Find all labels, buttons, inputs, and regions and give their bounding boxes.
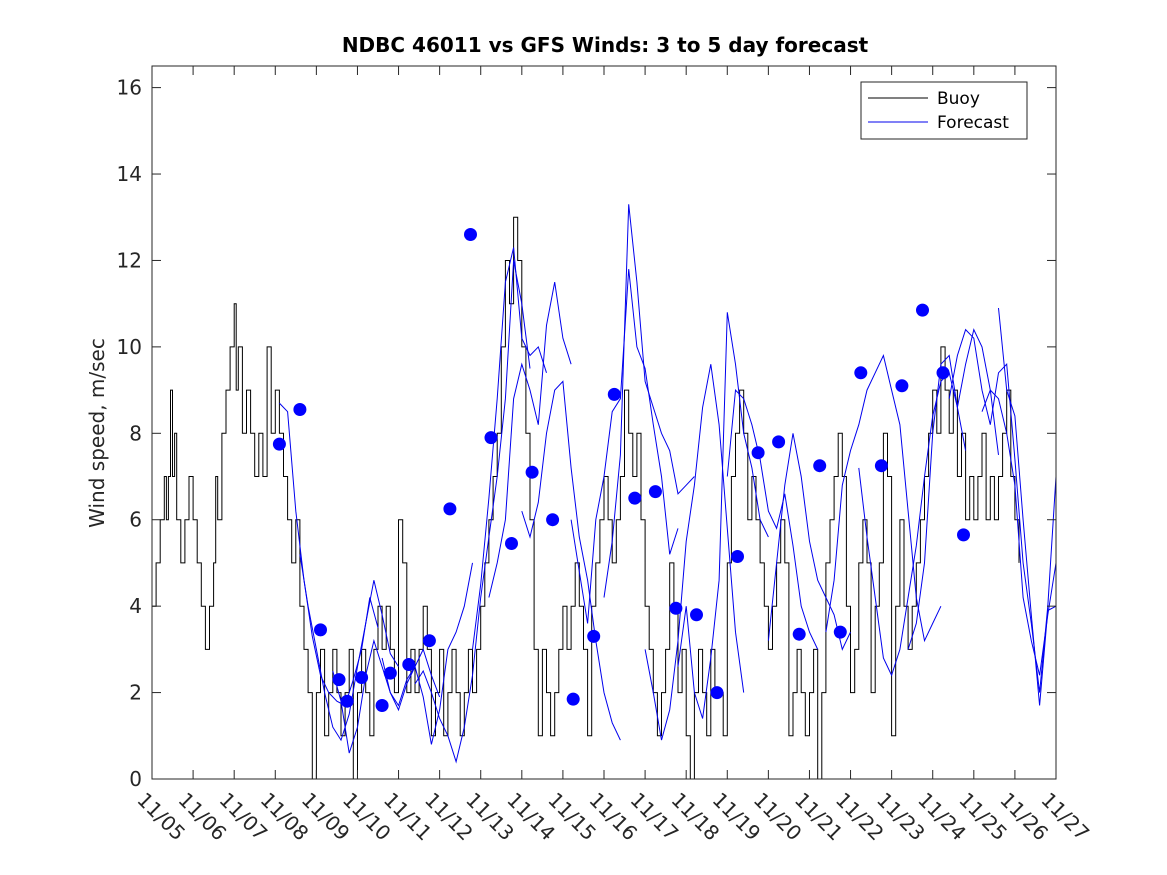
forecast-marker xyxy=(833,625,847,639)
forecast-line xyxy=(825,353,942,643)
forecast-marker xyxy=(690,608,703,622)
forecast-marker xyxy=(505,537,518,550)
forecast-marker xyxy=(355,671,369,684)
forecast-marker xyxy=(772,435,786,449)
forecast-marker xyxy=(895,379,909,393)
forecast-line xyxy=(472,247,547,650)
forecast-line xyxy=(521,380,621,741)
forecast-line xyxy=(332,638,441,754)
forecast-marker xyxy=(874,459,888,473)
forecast-marker xyxy=(293,403,307,416)
y-tick-label: 6 xyxy=(129,508,142,532)
forecast-marker xyxy=(669,601,683,615)
y-axis-ticks: 0 2 4 6 8 10 12 14 16 xyxy=(117,76,1056,791)
forecast-marker xyxy=(731,550,744,563)
forecast-marker xyxy=(402,658,416,671)
forecast-marker xyxy=(340,694,354,708)
forecast-series xyxy=(279,204,1057,764)
forecast-marker xyxy=(813,459,827,473)
forecast-line xyxy=(998,307,1057,706)
forecast-marker xyxy=(957,528,970,542)
forecast-marker xyxy=(332,673,346,687)
forecast-markers xyxy=(272,228,970,712)
y-tick-label: 0 xyxy=(129,767,142,791)
forecast-marker xyxy=(936,366,950,380)
forecast-marker xyxy=(792,627,806,641)
forecast-line xyxy=(414,260,531,764)
forecast-line xyxy=(981,389,1057,676)
forecast-line xyxy=(488,282,572,598)
y-axis-label: Wind speed, m/sec xyxy=(85,338,109,528)
forecast-marker xyxy=(607,387,621,401)
forecast-line xyxy=(948,328,1057,693)
forecast-marker xyxy=(422,634,436,648)
forecast-line xyxy=(603,204,695,598)
forecast-marker xyxy=(464,228,477,241)
forecast-marker xyxy=(443,502,457,516)
forecast-line xyxy=(299,554,399,742)
y-tick-label: 4 xyxy=(129,594,142,618)
legend-box xyxy=(860,81,1028,140)
forecast-line xyxy=(381,562,473,745)
legend-buoy-label: Buoy xyxy=(937,89,980,109)
buoy-line xyxy=(152,216,1020,780)
forecast-line xyxy=(677,312,769,719)
forecast-marker xyxy=(314,623,327,637)
buoy-series xyxy=(152,216,1020,780)
y-tick-label: 16 xyxy=(117,76,142,100)
forecast-marker xyxy=(854,366,868,380)
forecast-marker xyxy=(525,465,539,479)
forecast-marker xyxy=(587,629,601,643)
forecast-line xyxy=(644,364,745,741)
plot-background xyxy=(152,66,1056,779)
forecast-marker xyxy=(751,446,765,460)
chart-title: NDBC 46011 vs GFS Winds: 3 to 5 day fore… xyxy=(342,33,869,57)
forecast-line xyxy=(726,388,819,650)
legend: Buoy Forecast xyxy=(860,81,1028,140)
y-tick-label: 10 xyxy=(117,335,142,359)
forecast-marker xyxy=(628,491,642,505)
forecast-line xyxy=(279,402,379,707)
forecast-marker xyxy=(546,513,560,527)
forecast-marker xyxy=(383,666,397,680)
forecast-marker xyxy=(566,692,580,706)
forecast-marker xyxy=(484,431,498,445)
forecast-marker xyxy=(648,485,662,499)
legend-forecast-label: Forecast xyxy=(937,113,1009,133)
forecast-line xyxy=(767,433,851,651)
forecast-marker xyxy=(916,303,929,317)
y-tick-label: 2 xyxy=(129,681,142,705)
forecast-marker xyxy=(710,686,724,700)
forecast-line xyxy=(907,328,999,650)
forecast-marker xyxy=(272,437,286,451)
forecast-marker xyxy=(375,699,389,712)
y-tick-label: 14 xyxy=(117,162,142,186)
y-tick-label: 8 xyxy=(129,421,142,445)
y-tick-label: 12 xyxy=(117,248,142,272)
